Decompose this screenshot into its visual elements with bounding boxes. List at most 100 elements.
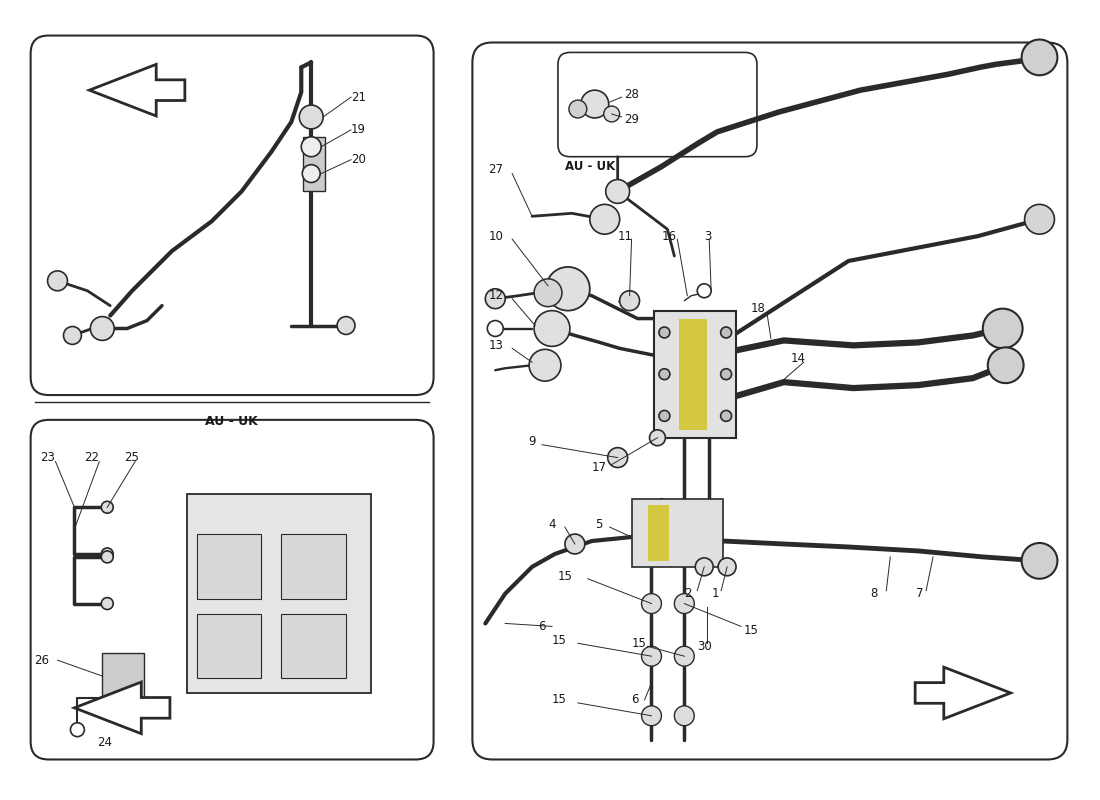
Circle shape xyxy=(299,105,323,129)
Text: 5: 5 xyxy=(595,518,602,530)
Bar xyxy=(187,494,371,693)
Circle shape xyxy=(90,317,114,341)
FancyBboxPatch shape xyxy=(472,42,1067,759)
Circle shape xyxy=(720,410,732,422)
Circle shape xyxy=(301,137,321,157)
Circle shape xyxy=(659,410,670,422)
Bar xyxy=(102,654,144,698)
Text: 15: 15 xyxy=(558,570,573,583)
Circle shape xyxy=(101,551,113,563)
Text: 25: 25 xyxy=(124,451,139,464)
Circle shape xyxy=(604,106,619,122)
Text: 6: 6 xyxy=(631,694,639,706)
Text: 6: 6 xyxy=(538,620,546,633)
Text: 9: 9 xyxy=(528,435,536,448)
Text: AU - UK: AU - UK xyxy=(564,160,615,173)
Text: a passion for motoring: a passion for motoring xyxy=(661,544,896,564)
Circle shape xyxy=(101,548,113,560)
Text: 15: 15 xyxy=(631,637,647,650)
Circle shape xyxy=(47,271,67,290)
Circle shape xyxy=(607,448,628,467)
Circle shape xyxy=(641,646,661,666)
Circle shape xyxy=(101,598,113,610)
Circle shape xyxy=(606,179,629,203)
Bar xyxy=(654,310,736,438)
Circle shape xyxy=(485,289,505,309)
Text: 4: 4 xyxy=(548,518,556,530)
Circle shape xyxy=(487,321,503,337)
Text: 13: 13 xyxy=(488,339,503,352)
Bar xyxy=(197,614,262,678)
Text: 23: 23 xyxy=(41,451,55,464)
Circle shape xyxy=(302,165,320,182)
Text: 3: 3 xyxy=(704,230,712,242)
Circle shape xyxy=(718,558,736,576)
Circle shape xyxy=(649,430,666,446)
Circle shape xyxy=(695,558,713,576)
Circle shape xyxy=(581,90,608,118)
Circle shape xyxy=(720,369,732,380)
Text: 30: 30 xyxy=(697,640,712,653)
Circle shape xyxy=(590,204,619,234)
Text: 15: 15 xyxy=(552,694,567,706)
Circle shape xyxy=(1024,204,1055,234)
Polygon shape xyxy=(915,667,1011,718)
Text: 10: 10 xyxy=(488,230,503,242)
Text: 11: 11 xyxy=(618,230,632,242)
Circle shape xyxy=(674,706,694,726)
Circle shape xyxy=(720,327,732,338)
Bar xyxy=(304,137,326,191)
Bar xyxy=(197,534,262,598)
Text: 15: 15 xyxy=(744,624,759,637)
Text: 2: 2 xyxy=(684,587,692,600)
Text: 27: 27 xyxy=(488,163,504,176)
Circle shape xyxy=(674,646,694,666)
Text: 18: 18 xyxy=(751,302,766,315)
Bar xyxy=(282,534,346,598)
Text: 16: 16 xyxy=(661,230,676,242)
Circle shape xyxy=(988,347,1024,383)
FancyBboxPatch shape xyxy=(31,420,433,759)
Text: AU - UK: AU - UK xyxy=(206,415,258,428)
Text: 12: 12 xyxy=(488,290,504,302)
Circle shape xyxy=(1022,543,1057,578)
Circle shape xyxy=(535,279,562,306)
Circle shape xyxy=(535,310,570,346)
FancyBboxPatch shape xyxy=(558,53,757,157)
Circle shape xyxy=(70,722,85,737)
Circle shape xyxy=(659,369,670,380)
Circle shape xyxy=(619,290,639,310)
Text: 28: 28 xyxy=(625,88,639,101)
Text: 29: 29 xyxy=(625,114,639,126)
Circle shape xyxy=(569,100,586,118)
Text: 7: 7 xyxy=(916,587,924,600)
Bar xyxy=(680,318,707,430)
Circle shape xyxy=(101,502,113,514)
Text: 17: 17 xyxy=(592,461,607,474)
Text: 20: 20 xyxy=(351,153,366,166)
Text: 24: 24 xyxy=(97,736,112,749)
Circle shape xyxy=(1022,39,1057,75)
Circle shape xyxy=(641,706,661,726)
Text: 19: 19 xyxy=(351,123,366,136)
Bar xyxy=(631,499,723,567)
Polygon shape xyxy=(75,682,169,734)
Text: 8: 8 xyxy=(870,587,878,600)
Text: 22: 22 xyxy=(85,451,99,464)
Text: 1: 1 xyxy=(712,587,718,600)
Circle shape xyxy=(674,594,694,614)
Text: 14: 14 xyxy=(791,352,806,365)
Text: GfE: GfE xyxy=(735,338,902,422)
Circle shape xyxy=(529,350,561,381)
Text: since 1985: since 1985 xyxy=(683,463,935,506)
Bar xyxy=(282,614,346,678)
Circle shape xyxy=(565,534,585,554)
Circle shape xyxy=(982,309,1023,348)
Circle shape xyxy=(546,267,590,310)
Text: 21: 21 xyxy=(351,90,366,104)
Circle shape xyxy=(697,284,712,298)
Text: 15: 15 xyxy=(552,634,567,647)
Circle shape xyxy=(659,327,670,338)
Polygon shape xyxy=(89,64,185,116)
Bar xyxy=(648,506,670,561)
